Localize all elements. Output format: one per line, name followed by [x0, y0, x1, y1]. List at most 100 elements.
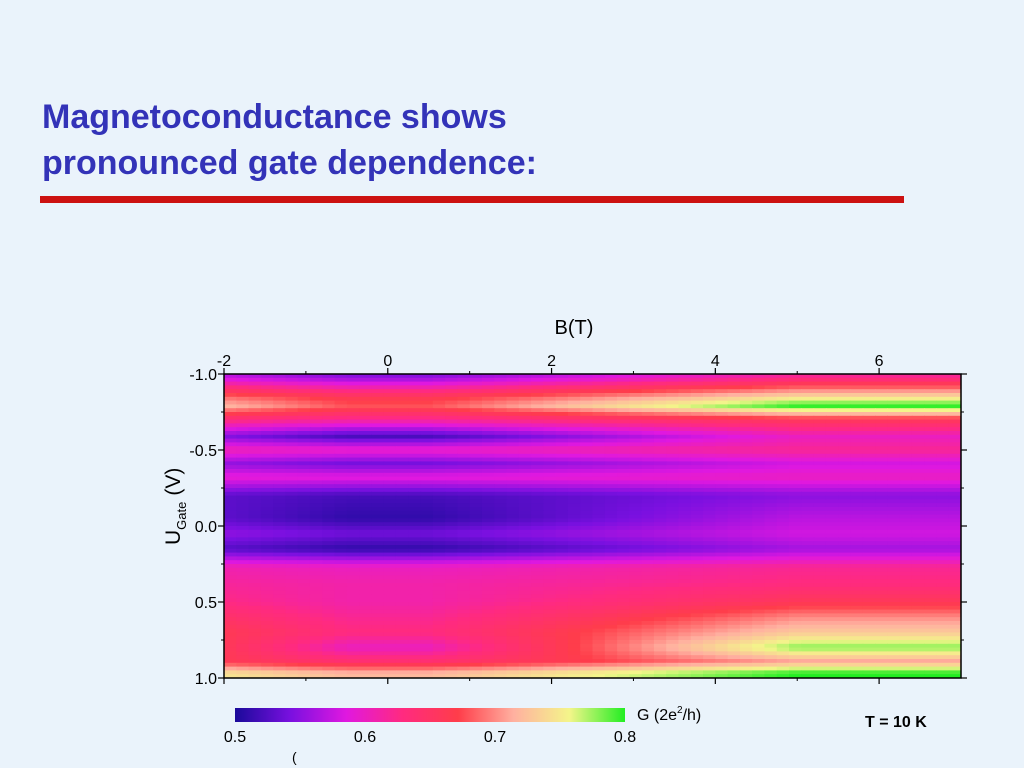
heatmap-cell — [936, 537, 950, 542]
heatmap-cell — [592, 488, 606, 493]
heatmap-cell — [789, 594, 802, 599]
heatmap-cell — [567, 556, 581, 561]
heatmap-cell — [322, 518, 336, 523]
heatmap-cell — [887, 495, 901, 500]
heatmap-cell — [334, 575, 348, 580]
heatmap-cell — [703, 643, 716, 649]
heatmap-cell — [764, 514, 778, 519]
heatmap-cell — [395, 545, 409, 550]
heatmap-cell — [432, 621, 446, 626]
heatmap-cell — [825, 427, 839, 432]
heatmap-cell — [801, 507, 815, 512]
heatmap-cell — [776, 465, 790, 470]
heatmap-cell — [678, 545, 692, 550]
heatmap-cell — [420, 469, 434, 474]
heatmap-cell — [592, 594, 606, 599]
heatmap-cell — [322, 499, 336, 504]
heatmap-cell — [703, 453, 716, 459]
heatmap-cell — [838, 381, 852, 386]
heatmap-cell — [346, 605, 360, 611]
heatmap-cell — [752, 617, 766, 622]
heatmap-cell — [285, 514, 299, 519]
heatmap-cell — [481, 636, 495, 641]
heatmap-cell — [383, 624, 397, 630]
heatmap-cell — [629, 662, 643, 668]
heatmap-cell — [592, 609, 606, 614]
heatmap-cell — [273, 465, 287, 470]
x-axis-ticks: -2 0 2 4 6 — [217, 353, 884, 684]
heatmap-cell — [567, 533, 581, 538]
heatmap-cell — [371, 636, 385, 641]
heatmap-cell — [592, 605, 606, 611]
heatmap-cell — [371, 476, 385, 481]
heatmap-cell — [862, 408, 876, 413]
heatmap-cell — [604, 632, 618, 637]
heatmap-cell — [825, 624, 839, 630]
heatmap-cell — [801, 564, 815, 569]
heatmap-cell — [641, 567, 655, 573]
heatmap-cell — [494, 556, 508, 561]
heatmap-cell — [813, 434, 827, 440]
heatmap-cell — [727, 415, 741, 421]
heatmap-cell — [653, 465, 667, 470]
heatmap-cell — [445, 480, 458, 485]
heatmap-cell — [789, 662, 802, 668]
heatmap-cell — [457, 450, 471, 455]
heatmap-cell — [309, 605, 323, 611]
heatmap-cell — [260, 590, 274, 595]
heatmap-cell — [641, 662, 655, 668]
heatmap-cell — [322, 670, 336, 675]
heatmap-cell — [948, 659, 961, 664]
heatmap-cell — [346, 465, 360, 470]
heatmap-cell — [948, 374, 961, 379]
heatmap-cell — [850, 571, 864, 576]
heatmap-cell — [789, 484, 802, 489]
heatmap-cell — [224, 465, 237, 470]
heatmap-cell — [567, 613, 581, 618]
heatmap-cell — [236, 415, 250, 421]
heatmap-cell — [334, 571, 348, 576]
heatmap-cell — [531, 495, 544, 500]
heatmap-cell — [948, 510, 961, 516]
heatmap-cell — [395, 499, 409, 504]
heatmap-cell — [899, 465, 913, 470]
y-axis-title-sub: Gate — [174, 502, 189, 530]
heatmap-cell — [531, 503, 544, 508]
heatmap-cell — [273, 529, 287, 535]
heatmap-cell — [825, 613, 839, 618]
heatmap-cell — [592, 655, 606, 660]
heatmap-cell — [395, 613, 409, 618]
heatmap-cell — [371, 431, 385, 436]
heatmap-cell — [322, 647, 336, 652]
heatmap-cell — [690, 484, 704, 489]
heatmap-cell — [383, 374, 397, 379]
heatmap-cell — [236, 472, 250, 478]
heatmap-cell — [494, 427, 508, 432]
heatmap-cell — [911, 446, 925, 451]
heatmap-cell — [481, 594, 495, 599]
heatmap-cell — [432, 488, 446, 493]
heatmap-cell — [469, 666, 483, 671]
heatmap-cell — [494, 651, 508, 656]
heatmap-cell — [850, 450, 864, 455]
heatmap-cell — [248, 507, 262, 512]
heatmap-cell — [911, 662, 925, 668]
heatmap-cell — [592, 404, 606, 409]
heatmap-cell — [555, 545, 569, 550]
heatmap-cell — [420, 438, 434, 443]
heatmap-cell — [862, 423, 876, 428]
heatmap-cell — [776, 613, 790, 618]
heatmap-cell — [887, 491, 901, 497]
heatmap-cell — [666, 438, 680, 443]
heatmap-cell — [580, 461, 594, 466]
heatmap-cell — [715, 617, 729, 622]
heatmap-cell — [260, 480, 274, 485]
heatmap-cell — [911, 400, 925, 405]
heatmap-cell — [838, 613, 852, 618]
heatmap-cell — [936, 586, 950, 592]
heatmap-cell — [838, 643, 852, 649]
heatmap-cell — [727, 427, 741, 432]
heatmap-cell — [285, 499, 299, 504]
heatmap-cell — [236, 514, 250, 519]
heatmap-cell — [236, 655, 250, 660]
